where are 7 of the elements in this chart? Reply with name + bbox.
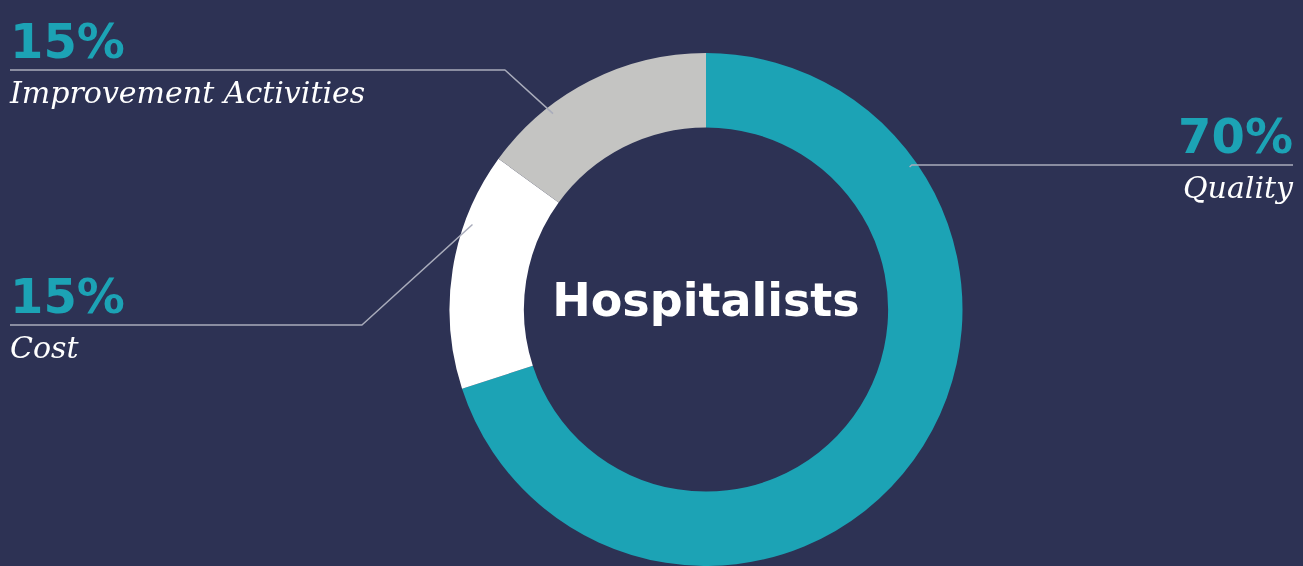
slice-label: Improvement Activities	[9, 74, 366, 110]
slice-label: Quality	[1183, 169, 1295, 205]
data-label: 15%	[10, 268, 125, 324]
slice-label: Cost	[10, 329, 80, 365]
data-label: 70%	[1178, 108, 1293, 164]
data-label: 15%	[10, 13, 125, 69]
text: Hospitalists	[552, 273, 860, 328]
